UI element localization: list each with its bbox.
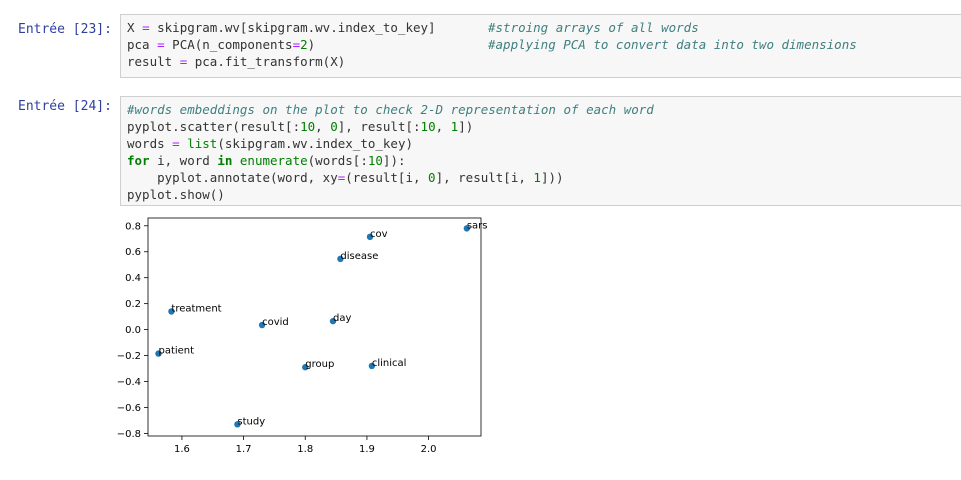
scatter-point-day — [329, 317, 337, 325]
scatter-point-treatment — [168, 308, 175, 315]
point-label-treatment: treatment — [171, 303, 221, 314]
code-text: pyplot.annotate(word, xy=(result[i, 0], … — [127, 170, 564, 185]
point-label-study: study — [237, 416, 265, 427]
code-text: words = list(skipgram.wv.index_to_key) — [127, 136, 413, 151]
code-text: X = skipgram.wv[skipgram.wv.index_to_key… — [127, 20, 436, 35]
y-tick-label: −0.6 — [117, 403, 141, 414]
x-tick-label: 2.0 — [421, 444, 437, 455]
point-label-disease: disease — [340, 251, 378, 262]
x-tick-label: 1.6 — [174, 444, 190, 455]
scatter-plot-output: 1.6 1.7 1.8 1.9 2.0 0.8 0.6 0.4 0.2 0.0 −0.2 −0.4 −0… — [117, 217, 488, 455]
scatter-point-cov — [366, 233, 374, 241]
code-line: for i, word in enumerate(words[:10]): — [127, 152, 961, 169]
code-text: result = pca.fit_transform(X) — [127, 54, 346, 69]
point-label-patient: patient — [158, 346, 194, 357]
code-input-area[interactable]: #words embeddings on the plot to check 2… — [120, 96, 961, 206]
code-line: pyplot.show() — [127, 186, 961, 203]
code-comment: #stroing arrays of all words — [488, 20, 699, 35]
code-line: pca = PCA(n_components=2) #applying PCA t… — [127, 36, 961, 53]
point-label-covid: covid — [262, 317, 289, 328]
code-cell-24[interactable]: Entrée [24]: #words embeddings on the pl… — [0, 96, 961, 206]
y-tick-label: 0.0 — [125, 325, 141, 336]
code-text: for i, word in enumerate(words[:10]): — [127, 153, 406, 168]
point-label-group: group — [305, 359, 334, 370]
plot-frame — [147, 217, 482, 437]
code-line: X = skipgram.wv[skipgram.wv.index_to_key… — [127, 19, 961, 36]
y-tick-label: 0.6 — [125, 247, 141, 258]
point-label-cov: cov — [370, 229, 388, 240]
plot-points: cov sars disease treatment covid day patient gr… — [155, 220, 488, 428]
code-text: #words embeddings on the plot to check 2… — [127, 102, 654, 117]
code-cell-23[interactable]: Entrée [23]: X = skipgram.wv[skipgram.wv… — [0, 14, 961, 78]
y-tick-label: 0.2 — [125, 299, 141, 310]
scatter-point-disease — [337, 255, 344, 263]
cell-prompt: Entrée [24]: — [18, 99, 112, 114]
x-tick-label: 1.9 — [359, 444, 375, 455]
code-comment: #applying PCA to convert data into two d… — [488, 37, 857, 52]
x-tick-label: 1.8 — [297, 444, 313, 455]
y-tick-label: 0.8 — [125, 221, 141, 232]
code-text: pyplot.scatter(result[:10, 0], result[:1… — [127, 119, 474, 134]
y-tick-label: −0.2 — [117, 351, 141, 362]
scatter-point-group — [302, 364, 309, 371]
code-text: pca = PCA(n_components=2) — [127, 37, 316, 52]
code-line: #words embeddings on the plot to check 2… — [127, 101, 961, 118]
plot-axes: 1.6 1.7 1.8 1.9 2.0 0.8 0.6 0.4 0.2 0.0 −0.2 −0.4 −0… — [117, 217, 482, 455]
point-label-sars: sars — [467, 220, 488, 231]
code-text: pyplot.show() — [127, 187, 225, 202]
point-label-clinical: clinical — [372, 358, 407, 369]
y-tick-label: 0.4 — [125, 273, 141, 284]
code-line: words = list(skipgram.wv.index_to_key) — [127, 135, 961, 152]
scatter-point-covid — [258, 321, 266, 329]
code-line: pyplot.annotate(word, xy=(result[i, 0], … — [127, 169, 961, 186]
y-tick-label: −0.8 — [117, 429, 141, 440]
scatter-point-patient — [155, 350, 162, 357]
point-label-day: day — [333, 313, 351, 324]
scatter-point-clinical — [368, 362, 376, 370]
scatter-point-sars — [463, 225, 471, 232]
code-input-area[interactable]: X = skipgram.wv[skipgram.wv.index_to_key… — [120, 14, 961, 78]
y-tick-label: −0.4 — [117, 377, 141, 388]
code-line: pyplot.scatter(result[:10, 0], result[:1… — [127, 118, 961, 135]
cell-prompt: Entrée [23]: — [18, 22, 112, 37]
code-line: result = pca.fit_transform(X) — [127, 53, 961, 70]
x-tick-label: 1.7 — [236, 444, 252, 455]
scatter-point-study — [234, 421, 241, 428]
